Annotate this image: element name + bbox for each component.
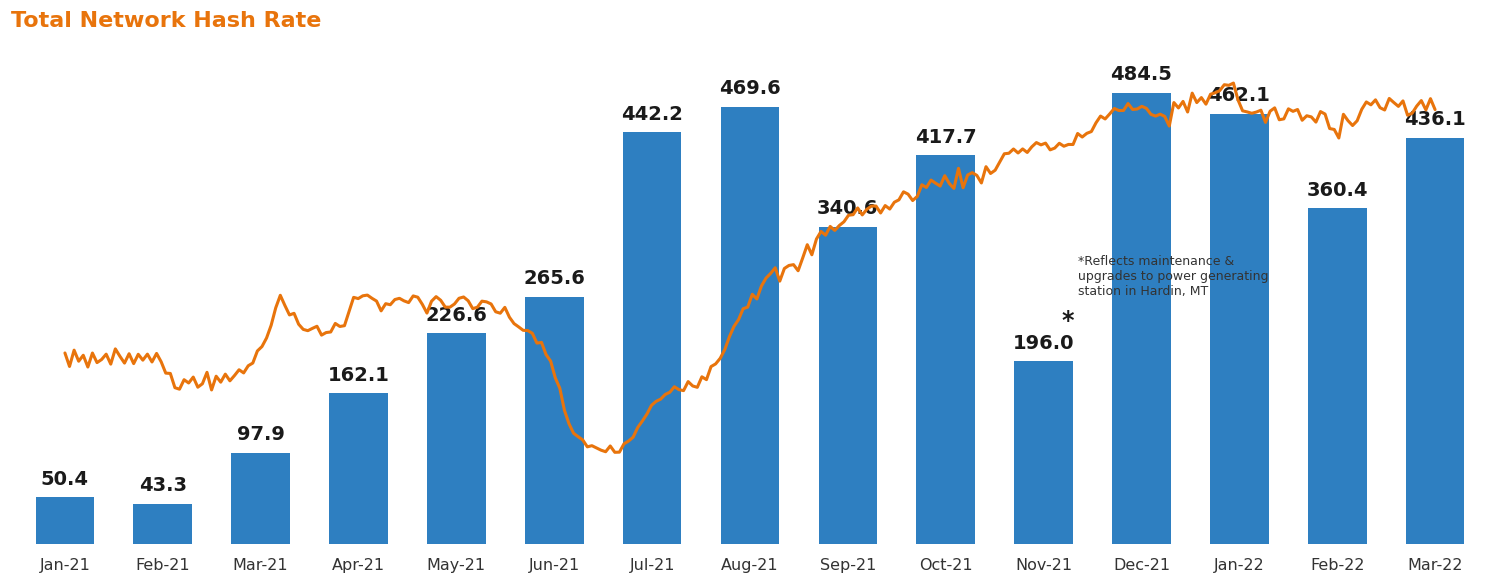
Text: 469.6: 469.6 [718, 79, 782, 98]
Bar [1112, 93, 1172, 544]
Text: 484.5: 484.5 [1110, 65, 1173, 84]
Bar [1210, 113, 1269, 544]
Text: 436.1: 436.1 [1404, 110, 1466, 130]
Bar [427, 333, 486, 544]
Bar [134, 503, 192, 544]
Bar [36, 497, 94, 544]
Text: 97.9: 97.9 [237, 425, 285, 444]
Text: 462.1: 462.1 [1209, 86, 1270, 105]
Text: 50.4: 50.4 [40, 470, 88, 489]
Text: 340.6: 340.6 [818, 199, 879, 218]
Bar [819, 227, 878, 544]
Text: Total Network Hash Rate: Total Network Hash Rate [10, 11, 321, 31]
Bar [622, 132, 681, 544]
Text: 360.4: 360.4 [1306, 181, 1368, 200]
Bar [720, 106, 780, 544]
Bar [525, 297, 584, 544]
Bar [231, 453, 290, 544]
Text: 196.0: 196.0 [1013, 334, 1074, 353]
Bar [1014, 361, 1072, 544]
Text: 162.1: 162.1 [327, 366, 390, 385]
Bar [1308, 208, 1366, 544]
Text: *Reflects maintenance &
upgrades to power generating
station in Hardin, MT: *Reflects maintenance & upgrades to powe… [1078, 255, 1269, 298]
Bar [916, 155, 975, 544]
Text: 417.7: 417.7 [915, 127, 976, 147]
Bar [1406, 138, 1464, 544]
Text: *: * [1062, 310, 1074, 333]
Text: 43.3: 43.3 [140, 477, 188, 495]
Text: 226.6: 226.6 [426, 305, 488, 325]
Text: 265.6: 265.6 [524, 269, 585, 288]
Text: 442.2: 442.2 [621, 105, 682, 124]
Bar [328, 393, 388, 544]
